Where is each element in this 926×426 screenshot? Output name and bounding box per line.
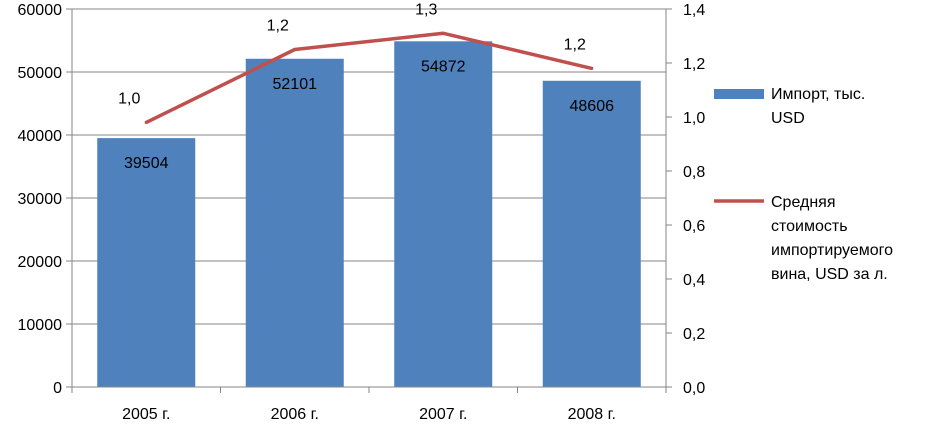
x-tick-label: 2007 г. <box>419 406 467 423</box>
legend-label: вина, USD за л. <box>771 266 888 283</box>
right-tick-label: 0,8 <box>683 164 705 181</box>
line-point <box>590 66 594 70</box>
right-tick-label: 0,2 <box>683 326 705 343</box>
series-line <box>145 31 593 124</box>
right-tick-label: 0,4 <box>683 272 705 289</box>
legend-label: стоимость <box>771 218 848 235</box>
bar <box>542 80 641 388</box>
line-data-label: 1,0 <box>118 90 140 107</box>
right-tick-label: 0,0 <box>683 380 705 397</box>
left-tick-label: 20000 <box>18 254 63 271</box>
legend-label: USD <box>771 110 805 127</box>
line-point <box>441 31 445 35</box>
line-point <box>144 120 148 124</box>
bar-data-label: 54872 <box>421 58 466 75</box>
line-data-label: 1,2 <box>564 36 586 53</box>
bar-data-label: 52101 <box>273 76 318 93</box>
left-tick-label: 0 <box>53 380 62 397</box>
line-point <box>293 47 297 52</box>
right-tick-label: 1,4 <box>683 2 705 19</box>
legend-label: Средняя <box>771 194 836 211</box>
line-data-label: 1,2 <box>267 18 289 35</box>
x-tick-label: 2006 г. <box>271 406 319 423</box>
bar-data-label: 48606 <box>570 98 615 115</box>
legend-label: Импорт, тыс. <box>771 86 865 103</box>
legend-label: импортируемого <box>771 242 893 259</box>
bar-data-label: 39504 <box>124 155 169 172</box>
x-tick-label: 2008 г. <box>568 406 616 423</box>
right-tick-label: 0,6 <box>683 218 705 235</box>
legend-marker-bar <box>714 89 764 99</box>
right-tick-label: 1,0 <box>683 110 705 127</box>
right-tick-label: 1,2 <box>683 56 705 73</box>
bar <box>97 138 196 387</box>
bar <box>394 41 493 388</box>
left-tick-label: 10000 <box>18 317 63 334</box>
left-tick-label: 50000 <box>18 65 63 82</box>
line-data-label: 1,3 <box>415 1 437 18</box>
bar <box>245 58 344 387</box>
left-tick-label: 30000 <box>18 191 63 208</box>
left-tick-label: 40000 <box>18 128 63 145</box>
left-tick-label: 60000 <box>18 2 63 19</box>
x-tick-label: 2005 г. <box>122 406 170 423</box>
